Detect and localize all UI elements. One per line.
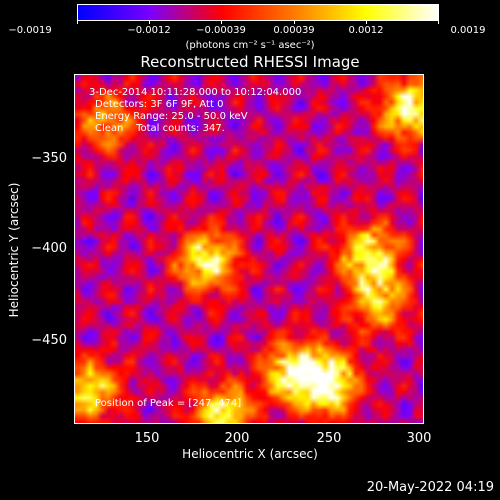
colorbar-tick-label: −0.0019 <box>8 25 52 36</box>
colorbar <box>77 4 439 21</box>
chart-title: Reconstructed RHESSI Image <box>140 53 360 71</box>
y-tick-label: −350 <box>31 151 67 166</box>
colorbar-tick-label: −0.0012 <box>127 25 171 36</box>
colorbar-tickmark <box>438 21 439 24</box>
y-axis-label: Heliocentric Y (arcsec) <box>7 182 21 318</box>
colorbar-tickmark <box>221 21 222 24</box>
colorbar-tickmark <box>77 21 78 24</box>
colorbar-tickmark <box>149 21 150 24</box>
time-range-annotation: 3-Dec-2014 10:11:28.000 to 10:12:04.000 <box>89 87 302 98</box>
peak-position-annotation: Position of Peak = [247,-474] <box>95 398 242 409</box>
x-tick-label: 200 <box>224 431 250 446</box>
x-tick-label: 300 <box>406 431 432 446</box>
total-counts-annotation: Clean Total counts: 347. <box>95 123 225 134</box>
colorbar-tick-label: 0.0012 <box>348 25 384 36</box>
y-tick-label: −450 <box>31 333 67 348</box>
colorbar-unit-label: (photons cm⁻² s⁻¹ asec⁻²) <box>185 40 315 51</box>
x-axis-label: Heliocentric X (arcsec) <box>182 447 318 461</box>
colorbar-tick-label: 0.00039 <box>273 25 315 36</box>
plot-area: 3-Dec-2014 10:11:28.000 to 10:12:04.000 … <box>74 74 424 424</box>
colorbar-tick-label: 0.0019 <box>450 25 486 36</box>
x-tick-label: 250 <box>316 431 342 446</box>
colorbar-tickmark <box>366 21 367 24</box>
timestamp: 20-May-2022 04:19 <box>366 480 494 495</box>
y-tick-label: −400 <box>31 241 67 256</box>
detectors-annotation: Detectors: 3F 6F 9F, Att 0 <box>95 99 224 110</box>
colorbar-tick-label: −0.00039 <box>196 25 246 36</box>
energy-range-annotation: Energy Range: 25.0 - 50.0 keV <box>95 111 248 122</box>
heatmap-image <box>75 75 423 423</box>
x-tick-label: 150 <box>134 431 160 446</box>
colorbar-tickmark <box>294 21 295 24</box>
